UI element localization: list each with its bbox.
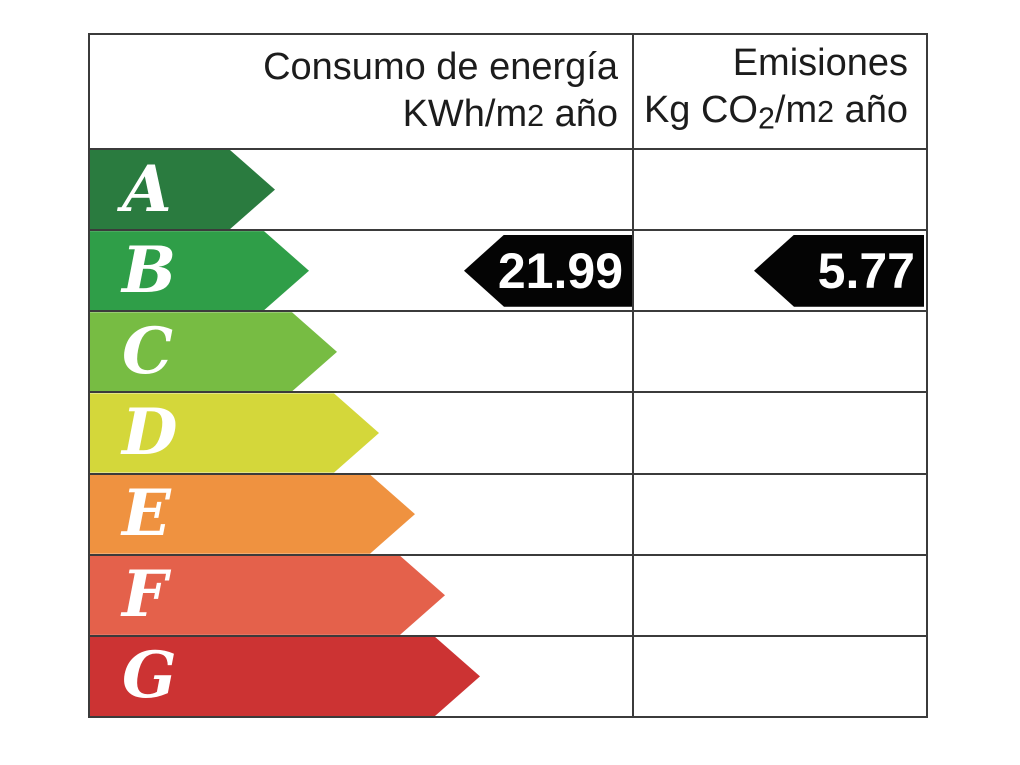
table-header: Consumo de energía KWh/m2 año Emisiones …	[90, 35, 926, 148]
consumption-value-arrow: 21.99	[464, 234, 632, 307]
rating-arrow-c: C	[90, 312, 337, 391]
rating-arrow-b: B	[90, 231, 309, 310]
rating-row-d: D	[90, 391, 926, 472]
rating-letter-d: D	[122, 394, 178, 470]
rating-letter-f: F	[122, 557, 168, 633]
rating-row-g: G	[90, 634, 926, 716]
rating-letter-g: G	[122, 638, 177, 714]
rating-row-f: F	[90, 553, 926, 635]
rating-row-a: A	[90, 148, 926, 229]
consumption-value-text: 21.99	[497, 242, 623, 299]
rating-rows: A B 21.99 5.77 C D E F G	[90, 148, 926, 716]
emissions-value-arrow: 5.77	[754, 234, 924, 307]
rating-letter-e: E	[122, 476, 171, 552]
rating-row-b: B 21.99 5.77	[90, 229, 926, 310]
rating-arrow-f: F	[90, 556, 445, 635]
energy-label-table: Consumo de energía KWh/m2 año Emisiones …	[88, 33, 928, 718]
consumption-unit: KWh/m2 año	[402, 92, 618, 135]
rating-arrow-a: A	[90, 150, 275, 229]
rating-row-e: E	[90, 472, 926, 554]
rating-arrow-e: E	[90, 475, 415, 554]
header-emissions-cell: Emisiones Kg CO2/m2 año	[632, 35, 926, 148]
rating-row-c: C	[90, 310, 926, 391]
rating-letter-a: A	[122, 151, 172, 227]
emissions-title: Emisiones	[732, 42, 908, 85]
rating-arrow-d: D	[90, 393, 379, 472]
rating-letter-b: B	[122, 232, 177, 308]
rating-letter-c: C	[122, 313, 173, 389]
emissions-unit: Kg CO2/m2 año	[643, 89, 908, 136]
header-consumption-cell: Consumo de energía KWh/m2 año	[90, 35, 632, 148]
column-divider	[632, 35, 634, 716]
emissions-value-text: 5.77	[817, 242, 915, 299]
consumption-title: Consumo de energía	[263, 45, 618, 88]
rating-arrow-g: G	[90, 637, 480, 716]
